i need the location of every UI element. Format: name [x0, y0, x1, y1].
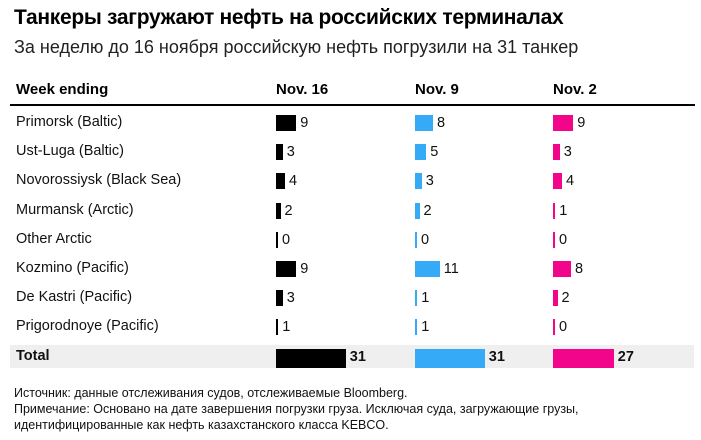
bar-nov-9 — [415, 202, 420, 219]
bar-nov-2 — [553, 261, 571, 277]
chart-title: Танкеры загружают нефть на российских те… — [14, 6, 564, 29]
bar-value-label: 3 — [286, 144, 295, 161]
bar-value-label: 1 — [282, 319, 291, 336]
footnotes: Источник: данные отслеживания судов, отс… — [14, 385, 579, 433]
bar-value-label: 3 — [425, 173, 434, 190]
bar-value-label: 8 — [575, 261, 584, 277]
bar-nov-2 — [553, 202, 556, 219]
column-header-nov-16: Nov. 16 — [276, 81, 329, 98]
bar-nov-16 — [276, 261, 297, 277]
table-row: De Kastri (Pacific) 3 1 2 — [10, 284, 694, 313]
bar-nov-9 — [415, 261, 440, 277]
bar-value-label: 1 — [421, 290, 430, 307]
bar-nov-16 — [276, 349, 346, 368]
bar-nov-2 — [553, 173, 562, 190]
bar-value-label: 9 — [300, 115, 309, 131]
header-divider — [10, 104, 695, 106]
row-label: Ust-Luga (Baltic) — [16, 143, 124, 160]
footnote-source: Источник: данные отслеживания судов, отс… — [14, 386, 408, 400]
row-label: Primorsk (Baltic) — [16, 114, 123, 130]
table-row: Novorossiysk (Black Sea) 4 3 4 — [10, 167, 694, 196]
bar-value-label: 2 — [423, 202, 432, 219]
bar-nov-9 — [415, 349, 485, 368]
column-header-nov-2: Nov. 2 — [553, 81, 597, 98]
row-label: Murmansk (Arctic) — [16, 201, 134, 218]
bar-nov-9 — [415, 115, 433, 131]
bar-nov-16 — [276, 319, 279, 336]
bar-value-label: 9 — [577, 115, 586, 131]
bar-nov-9 — [415, 290, 418, 307]
bar-value-label: 3 — [563, 144, 572, 161]
row-label: Total — [16, 348, 50, 364]
column-header-nov-9: Nov. 9 — [415, 81, 459, 98]
bar-value-label: 4 — [289, 173, 298, 190]
row-label: Prigorodnoye (Pacific) — [16, 318, 159, 335]
footnote-note-cont: идентифицированные как нефть казахстанск… — [14, 418, 389, 432]
row-header: Week ending — [16, 81, 109, 98]
bar-value-label: 31 — [488, 349, 505, 365]
bar-value-label: 0 — [421, 231, 430, 248]
bar-nov-9 — [415, 319, 418, 336]
bar-value-label: 2 — [284, 202, 293, 219]
bar-nov-16 — [276, 173, 285, 190]
table-row: Ust-Luga (Baltic) 3 5 3 — [10, 138, 694, 167]
chart-subtitle: За неделю до 16 ноября российскую нефть … — [14, 37, 579, 57]
footnote-note: Примечание: Основано на дате завершения … — [14, 402, 579, 416]
bar-value-label: 31 — [349, 349, 366, 365]
bar-nov-16 — [276, 144, 283, 161]
bar-nov-2 — [553, 290, 558, 307]
total-row: Total 31 31 27 — [10, 345, 694, 368]
bar-value-label: 4 — [566, 173, 575, 190]
bar-value-label: 1 — [421, 319, 430, 336]
bar-nov-9 — [415, 173, 422, 190]
bar-nov-2 — [553, 115, 574, 131]
bar-value-label: 1 — [559, 202, 568, 219]
bar-value-label: 0 — [559, 319, 568, 336]
bar-value-label: 8 — [437, 115, 446, 131]
table-row: Murmansk (Arctic) 2 2 1 — [10, 197, 694, 226]
bar-value-label: 9 — [300, 261, 309, 277]
bar-nov-16 — [276, 231, 278, 248]
bar-nov-2 — [553, 144, 560, 161]
bar-value-label: 0 — [559, 231, 568, 248]
row-label: Other Arctic — [16, 230, 92, 247]
bar-nov-9 — [415, 231, 417, 248]
bar-value-label: 0 — [282, 231, 291, 248]
bar-nov-2 — [553, 349, 614, 368]
bar-nov-16 — [276, 202, 281, 219]
bar-value-label: 3 — [286, 290, 295, 307]
bar-nov-16 — [276, 290, 283, 307]
row-label: Kozmino (Pacific) — [16, 260, 129, 276]
bar-value-label: 27 — [617, 349, 634, 365]
bar-nov-2 — [553, 231, 555, 248]
bar-nov-2 — [553, 319, 555, 336]
table-row: Prigorodnoye (Pacific) 1 1 0 — [10, 313, 694, 342]
row-label: Novorossiysk (Black Sea) — [16, 172, 182, 189]
table-row: Kozmino (Pacific) 9 11 8 — [10, 255, 694, 284]
bar-value-label: 5 — [430, 144, 439, 161]
table-row: Other Arctic 0 0 0 — [10, 226, 694, 255]
bar-value-label: 2 — [561, 290, 570, 307]
row-label: De Kastri (Pacific) — [16, 289, 133, 306]
bar-nov-9 — [415, 144, 427, 161]
table-row: Primorsk (Baltic) 9 8 9 — [10, 109, 694, 138]
bar-nov-16 — [276, 115, 297, 131]
bar-value-label: 11 — [443, 261, 459, 277]
